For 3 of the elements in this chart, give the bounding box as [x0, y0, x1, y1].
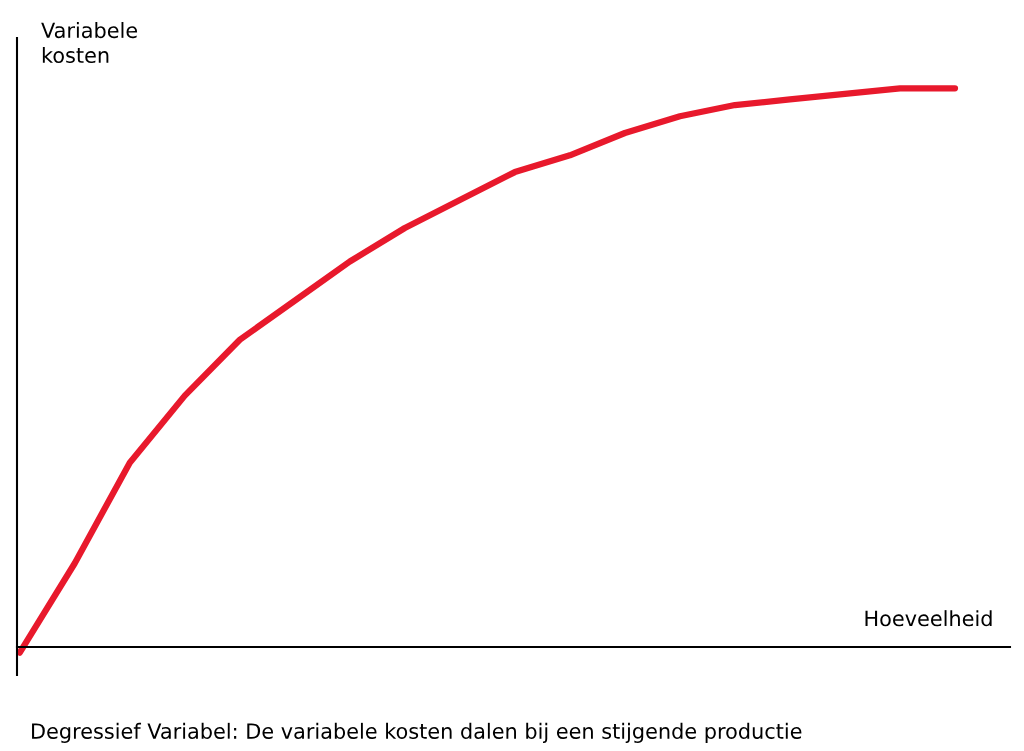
y-axis-title: Variabele kosten: [41, 22, 138, 64]
x-axis-title: Hoeveelheid: [865, 610, 992, 627]
text: Degressief Variabel: De variabele kosten dalen bij een stijgende productie: [32, 722, 802, 743]
